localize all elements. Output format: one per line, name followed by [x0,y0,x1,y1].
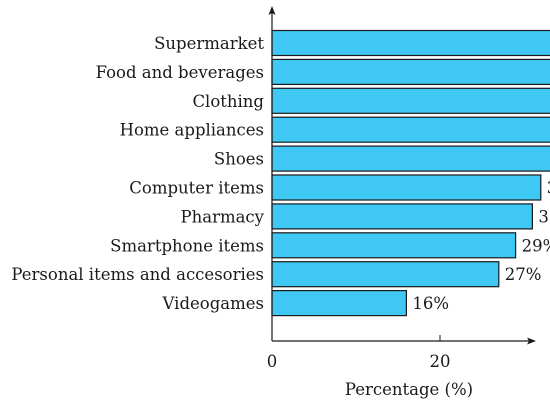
category-label-8: Personal items and accesories [11,265,264,284]
x-ticks: 0204060 [267,335,451,371]
axes [268,6,536,345]
bars-group [271,29,550,317]
category-label-5: Computer items [129,179,264,198]
value-label-8: 27% [505,265,542,284]
value-labels: 54%52%50%48%40%32%31%29%27%16% [412,179,550,314]
value-label-7: 29% [522,236,550,255]
y-axis-arrow [268,6,276,15]
x-tick-label-1: 20 [430,352,451,371]
category-label-0: Supermarket [154,34,264,53]
value-label-9: 16% [412,294,449,313]
bar-5 [271,174,542,201]
bar-0 [271,29,550,57]
x-axis-arrow [527,337,536,345]
value-label-5: 32% [547,179,550,198]
category-label-3: Home appliances [120,121,264,140]
bar-3 [271,116,550,143]
bar-9 [271,290,407,317]
x-tick-label-0: 0 [267,352,278,371]
category-labels: Supermarket Food and beverages Clothing Hom… [11,34,264,313]
category-label-9: Videogames [162,294,264,313]
bar-7 [271,232,517,259]
category-label-1: Food and beverages [96,63,264,82]
bar-8 [271,261,500,288]
value-label-6: 31% [538,207,550,226]
bar-1 [271,58,550,86]
bar-2 [271,87,550,114]
category-label-2: Clothing [192,92,264,111]
category-label-6: Pharmacy [181,207,265,226]
bar-6 [271,203,533,230]
bar-4 [271,145,550,172]
x-axis-title: Percentage (%) [345,380,473,399]
category-label-4: Shoes [214,150,264,169]
category-label-7: Smartphone items [110,236,264,255]
